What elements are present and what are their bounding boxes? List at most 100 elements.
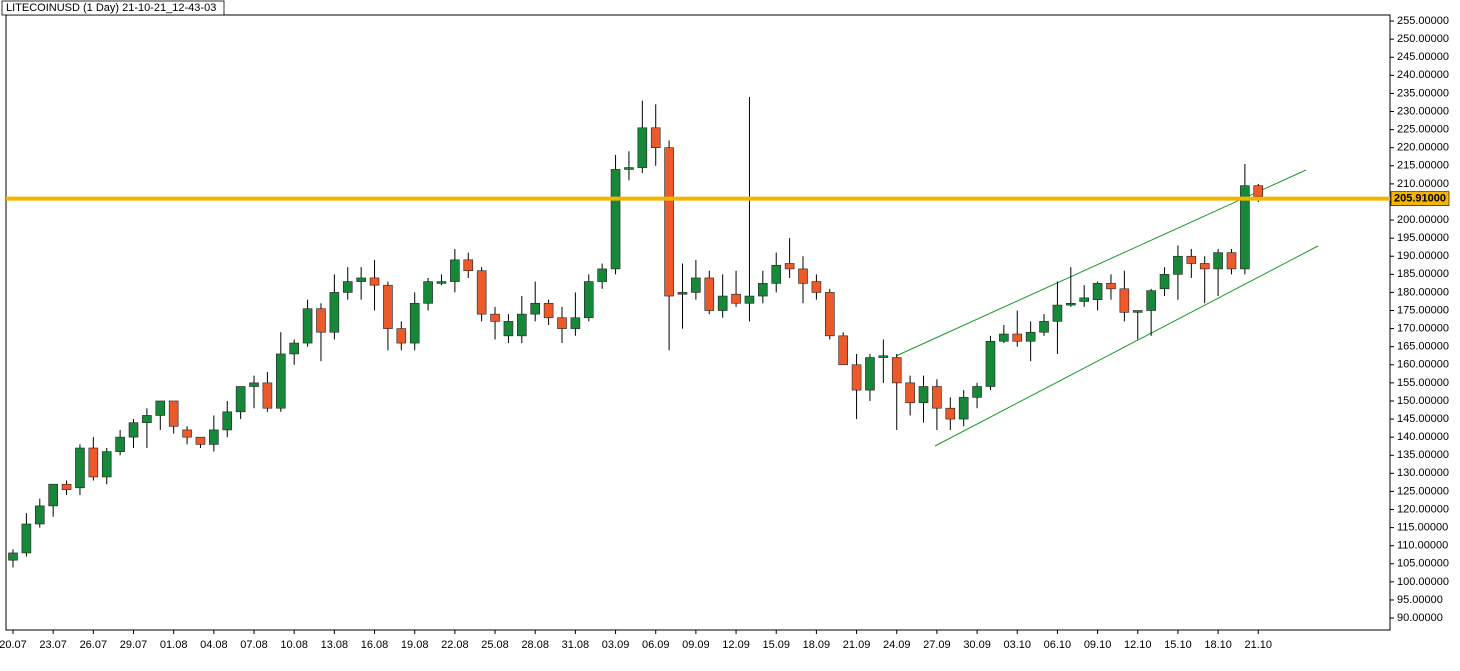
candle-body	[610, 169, 621, 270]
candle-body	[583, 281, 594, 319]
candle-body	[758, 283, 768, 297]
y-tick-label: 245.00000	[1397, 51, 1449, 63]
y-tick-label: 125.00000	[1397, 485, 1449, 497]
x-tick-label: 24.09	[883, 639, 911, 651]
candle-body	[1159, 274, 1170, 290]
candle-body	[61, 483, 72, 490]
candle-body	[717, 295, 728, 311]
candle-body	[677, 292, 688, 295]
candle-body	[999, 333, 1009, 342]
candle-body	[249, 382, 259, 387]
channel-upper	[895, 169, 1307, 357]
candle-body	[222, 411, 233, 431]
y-tick-label: 90.00000	[1397, 612, 1443, 624]
candle-body	[1199, 263, 1210, 270]
level-label: 205.91000	[1394, 193, 1446, 205]
candle-body	[88, 447, 99, 478]
y-tick-label: 185.00000	[1397, 268, 1449, 280]
candle-body	[1025, 331, 1036, 342]
y-tick-label: 235.00000	[1397, 87, 1449, 99]
candle-body	[570, 317, 581, 329]
candle-body	[811, 281, 822, 293]
candle-body	[34, 505, 45, 525]
candle-body	[275, 353, 286, 409]
candle-body	[209, 429, 219, 445]
candle-body	[985, 340, 996, 387]
x-tick-label: 15.10	[1164, 639, 1192, 651]
y-tick-label: 135.00000	[1397, 449, 1449, 461]
candle-body	[517, 313, 527, 337]
x-tick-label: 23.07	[39, 639, 67, 651]
candle-body	[142, 415, 152, 423]
y-tick-label: 150.00000	[1397, 395, 1449, 407]
x-tick-label: 12.10	[1124, 639, 1152, 651]
y-tick-label: 120.00000	[1397, 503, 1449, 515]
candle-body	[1253, 185, 1264, 197]
candle-body	[918, 386, 929, 404]
candle-body	[356, 277, 366, 282]
y-tick-label: 115.00000	[1397, 522, 1448, 534]
candle-body	[182, 429, 192, 438]
candle-body	[771, 264, 782, 284]
candle-body	[958, 397, 969, 420]
y-tick-label: 195.00000	[1397, 232, 1449, 244]
candle-body	[168, 400, 179, 427]
candle-body	[624, 167, 634, 170]
candle-body	[490, 313, 500, 322]
y-tick-label: 155.00000	[1397, 377, 1449, 389]
y-tick-label: 210.00000	[1397, 178, 1449, 190]
candle-body	[972, 386, 982, 398]
candle-body	[798, 268, 808, 284]
candle-body	[262, 382, 273, 409]
candle-body	[329, 292, 340, 333]
candle-body	[195, 436, 206, 445]
candle-body	[530, 302, 541, 315]
candle-body	[155, 400, 166, 416]
candle-body	[302, 308, 313, 344]
candle-body	[8, 552, 18, 561]
y-tick-label: 145.00000	[1397, 413, 1449, 425]
y-tick-label: 165.00000	[1397, 341, 1449, 353]
x-tick-label: 20.07	[0, 639, 27, 651]
candle-body	[1039, 321, 1049, 333]
x-tick-label: 09.10	[1084, 639, 1112, 651]
x-tick-label: 06.09	[642, 639, 670, 651]
x-tick-label: 03.09	[602, 639, 630, 651]
x-tick-label: 21.09	[843, 639, 871, 651]
x-tick-label: 12.09	[722, 639, 750, 651]
candle-body	[1119, 288, 1130, 313]
y-tick-label: 100.00000	[1397, 576, 1449, 588]
candle-body	[1052, 304, 1063, 322]
candle-body	[824, 292, 835, 337]
x-tick-label: 19.08	[401, 639, 429, 651]
candle-body	[436, 281, 447, 284]
y-tick-label: 215.00000	[1397, 160, 1449, 172]
candle-body	[1106, 283, 1116, 290]
x-tick-label: 25.08	[481, 639, 509, 651]
plot-frame	[5, 14, 1391, 631]
candle-body	[1173, 255, 1183, 275]
candle-body	[48, 483, 58, 507]
y-tick-label: 180.00000	[1397, 286, 1449, 298]
candle-body	[731, 293, 741, 304]
candle-body	[691, 277, 701, 293]
level-label-box	[1390, 191, 1450, 206]
y-tick-label: 140.00000	[1397, 431, 1449, 443]
candle-body	[932, 386, 942, 409]
x-tick-label: 16.08	[361, 639, 389, 651]
candle-body	[342, 281, 353, 293]
candle-body	[409, 302, 420, 344]
x-tick-label: 01.08	[160, 639, 188, 651]
candle-body	[1132, 310, 1143, 313]
candle-body	[503, 321, 514, 337]
y-tick-label: 175.00000	[1397, 304, 1449, 316]
x-tick-label: 18.09	[803, 639, 831, 651]
chart-title: LITECOINUSD (1 Day) 21-10-21_12-43-03	[6, 2, 216, 14]
candle-body	[865, 357, 875, 391]
candle-body	[637, 127, 648, 168]
candle-body	[543, 302, 554, 319]
y-tick-label: 250.00000	[1397, 33, 1449, 45]
candle-body	[463, 259, 474, 272]
candle-body	[75, 447, 85, 489]
y-tick-label: 230.00000	[1397, 105, 1449, 117]
